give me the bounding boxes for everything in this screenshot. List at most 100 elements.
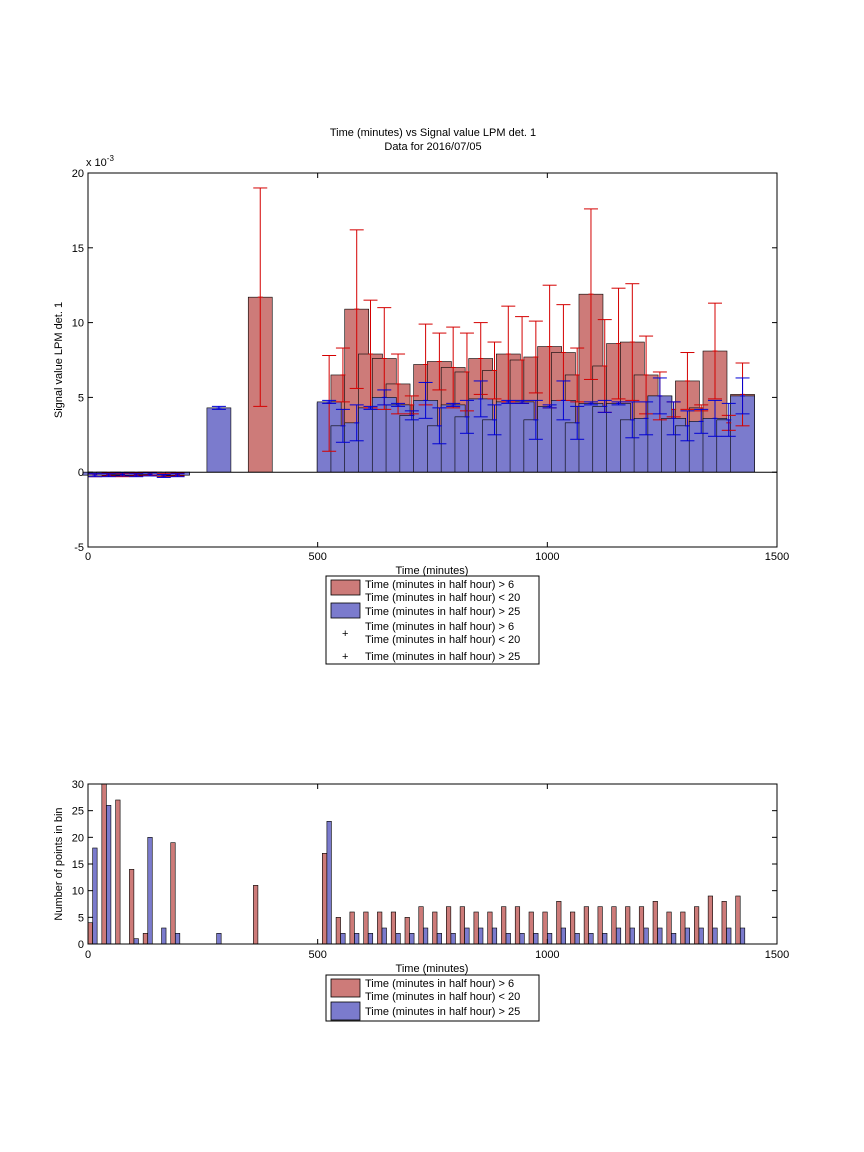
bar-red xyxy=(87,922,93,945)
bar-blue xyxy=(643,927,649,945)
bar-blue xyxy=(684,927,690,945)
chart1-subtitle: Data for 2016/07/05 xyxy=(384,141,481,153)
bar-blue xyxy=(147,837,153,945)
chart1-legend: Time (minutes in half hour) > 6 Time (mi… xyxy=(325,575,540,665)
errorbar-blue xyxy=(666,401,681,436)
errorbar-blue xyxy=(570,405,585,440)
errorbar-red xyxy=(707,302,722,400)
y-tick-label: 10 xyxy=(72,318,84,330)
bar-blue xyxy=(478,927,484,945)
bar-blue xyxy=(739,927,746,945)
bar-red xyxy=(638,906,645,945)
bar-red xyxy=(459,906,465,945)
y-tick-label: 10 xyxy=(72,886,84,898)
bar-blue xyxy=(712,927,718,945)
bar-red xyxy=(570,911,576,945)
legend-marker-blue: + xyxy=(342,651,348,663)
bar-blue xyxy=(519,933,525,945)
bar-blue xyxy=(491,927,498,945)
errorbar-blue xyxy=(473,380,488,418)
bar-red xyxy=(335,917,341,945)
errorbar-blue xyxy=(707,399,722,437)
bar-blue xyxy=(629,927,635,945)
x-tick-label: 1500 xyxy=(765,551,789,563)
x-tick-label: 500 xyxy=(308,949,326,961)
errorbar-blue xyxy=(377,389,392,406)
legend-label: Time (minutes in half hour) < 20 xyxy=(365,592,520,604)
chart1-marks xyxy=(82,187,755,478)
legend-label: Time (minutes in half hour) > 25 xyxy=(365,1006,520,1018)
bar-blue xyxy=(464,927,470,945)
errorbar-red xyxy=(459,332,474,412)
errorbar-blue xyxy=(721,402,736,437)
legend-patch-blue xyxy=(330,602,361,619)
bar-red xyxy=(501,906,507,945)
bar-red xyxy=(349,911,355,945)
legend-marker-red: + xyxy=(342,628,348,640)
bar-red xyxy=(652,901,658,945)
x-tick-label: 0 xyxy=(85,551,91,563)
errorbar-red xyxy=(335,347,350,403)
bar-blue xyxy=(216,933,222,945)
chart1: Time (minutes) vs Signal value LPM det. … xyxy=(53,127,789,665)
legend-label: Time (minutes in half hour) > 6 xyxy=(365,978,514,990)
bar-red xyxy=(473,911,479,945)
x-tick-label: 500 xyxy=(308,551,326,563)
chart2-marks xyxy=(87,783,746,945)
bar-blue xyxy=(615,927,622,945)
bar-blue xyxy=(698,927,704,945)
errorbar-blue xyxy=(432,407,447,445)
errorbar-red xyxy=(611,287,626,400)
legend-label: Time (minutes in half hour) > 25 xyxy=(365,606,520,618)
bar-blue xyxy=(161,927,167,945)
chart2-ylabel: Number of points in bin xyxy=(53,807,65,920)
y-tick-label: 5 xyxy=(78,392,84,404)
y-tick-label: 30 xyxy=(72,779,84,791)
chart1-y-multiplier-exp: -3 xyxy=(107,154,115,163)
bar-blue xyxy=(671,933,677,945)
errorbar-blue xyxy=(680,410,695,442)
bar-red xyxy=(404,917,410,945)
errorbar-red xyxy=(446,326,461,409)
bar-blue xyxy=(106,805,112,945)
errorbar-blue xyxy=(404,410,419,421)
errorbar-blue xyxy=(625,401,640,439)
chart1-y-multiplier-base: x 10 xyxy=(86,157,107,169)
errorbar-red xyxy=(583,208,598,380)
x-tick-label: 1000 xyxy=(535,949,559,961)
bar-blue xyxy=(326,821,332,945)
errorbar-red xyxy=(570,347,585,403)
bar-blue xyxy=(450,933,456,945)
bar-blue xyxy=(560,927,566,945)
legend-patch-red xyxy=(330,978,361,998)
errorbar-blue xyxy=(156,473,171,478)
x-tick-label: 0 xyxy=(85,949,91,961)
errorbar-red xyxy=(625,283,640,401)
bar-red xyxy=(129,869,135,945)
bar-red xyxy=(611,906,617,945)
bar-blue xyxy=(92,847,98,945)
errorbar-blue xyxy=(129,473,144,478)
chart2-xlabel: Time (minutes) xyxy=(396,963,469,975)
bar-red xyxy=(735,895,741,945)
errorbar-blue xyxy=(528,399,543,440)
y-tick-label: 0 xyxy=(78,939,84,951)
y-tick-label: 20 xyxy=(72,168,84,180)
errorbar-blue xyxy=(597,399,612,413)
legend-patch-blue xyxy=(330,1001,361,1021)
bar-red xyxy=(115,799,121,945)
bar-blue xyxy=(726,927,732,945)
legend-patch-red xyxy=(330,579,361,596)
errorbar-blue xyxy=(542,404,557,409)
bar-red xyxy=(253,885,259,945)
chart1-y-multiplier: x 10-3 xyxy=(86,154,114,169)
chart2-ticks: 0 500 1000 1500 0 5 10 15 20 25 30 xyxy=(72,779,789,961)
errorbar-blue xyxy=(363,405,378,410)
errorbar-blue xyxy=(143,472,158,477)
errorbar-blue xyxy=(335,408,350,443)
x-tick-label: 1500 xyxy=(765,949,789,961)
bar-blue xyxy=(574,933,580,945)
bar-blue xyxy=(588,933,594,945)
bar-red xyxy=(597,906,603,945)
